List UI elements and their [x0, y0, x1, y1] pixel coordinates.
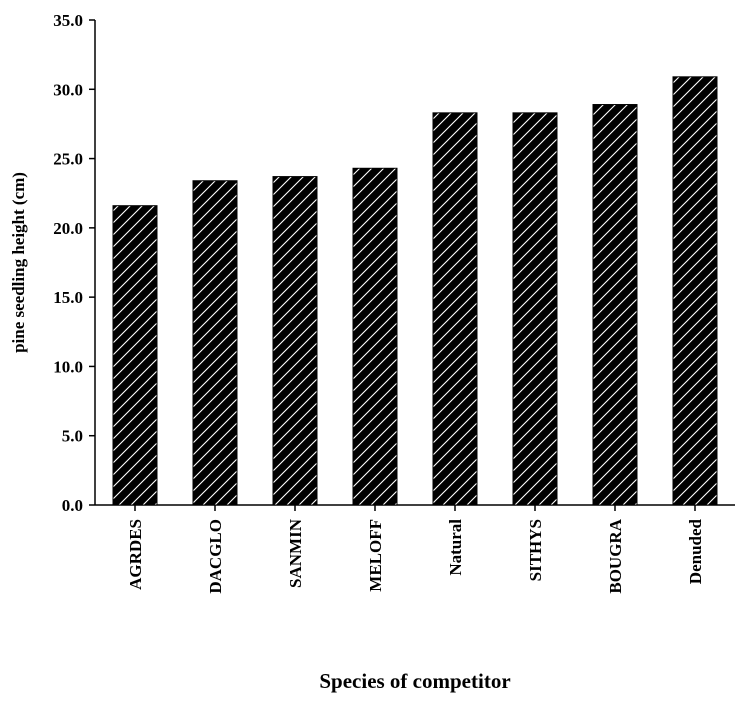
x-tick-label: Denuded	[686, 518, 705, 584]
x-tick-label: AGRDES	[126, 519, 145, 590]
y-axis-title: pine seedling height (cm)	[9, 172, 28, 353]
bar	[672, 76, 718, 506]
x-axis	[95, 504, 735, 511]
x-tick-label: DACGLO	[206, 519, 225, 594]
x-axis-title: Species of competitor	[319, 669, 510, 693]
y-tick-label: 35.0	[53, 11, 83, 30]
bar	[272, 176, 318, 506]
y-tick-label: 20.0	[53, 219, 83, 238]
y-tick-label: 15.0	[53, 288, 83, 307]
bar	[432, 112, 478, 506]
y-tick-label: 25.0	[53, 150, 83, 169]
bar	[112, 205, 158, 506]
bars	[112, 76, 718, 506]
y-tick-label: 5.0	[62, 427, 83, 446]
y-tick-label: 30.0	[53, 80, 83, 99]
y-tick-label: 0.0	[62, 496, 83, 515]
x-tick-label: BOUGRA	[606, 518, 625, 593]
x-tick-label: SITHYS	[526, 519, 545, 581]
x-tick-label: SANMIN	[286, 518, 305, 588]
bar	[192, 180, 238, 506]
bar	[592, 104, 638, 506]
y-tick-labels: 0.0 5.0 10.0 15.0 20.0 25.0 30.0 35.0	[53, 11, 83, 515]
y-tick-label: 10.0	[53, 357, 83, 376]
x-tick-label: MELOFF	[366, 519, 385, 592]
bar	[352, 167, 398, 506]
x-tick-label: Natural	[446, 519, 465, 576]
x-tick-labels: AGRDES DACGLO SANMIN MELOFF Natural SITHYS BOU…	[126, 518, 705, 593]
y-axis	[89, 19, 96, 506]
bar	[512, 112, 558, 506]
